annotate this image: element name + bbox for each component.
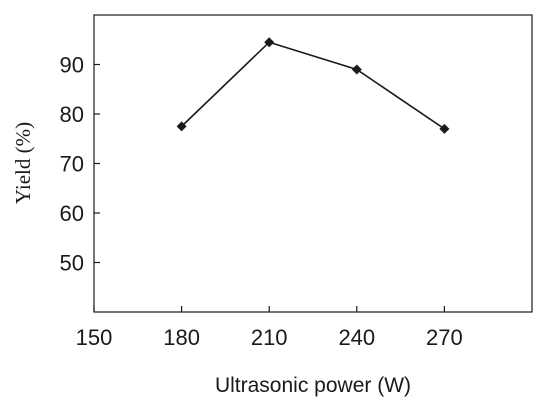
x-tick-label: 270: [426, 325, 463, 350]
plot-frame: [93, 14, 533, 313]
x-axis: 150 180 210 240 270: [76, 306, 463, 350]
x-tick-label: 150: [76, 325, 113, 350]
x-tick-label: 180: [163, 325, 200, 350]
x-axis-title: Ultrasonic power (W): [215, 374, 411, 397]
y-tick-label: 70: [60, 152, 84, 177]
y-tick-label: 80: [60, 102, 84, 127]
x-tick-label: 210: [251, 325, 288, 350]
y-tick-label: 60: [60, 201, 84, 226]
y-axis: 50 60 70 80 90: [60, 53, 100, 276]
data-point-marker: [176, 121, 187, 132]
y-tick-label: 50: [60, 251, 84, 276]
series-line: [181, 41, 445, 130]
data-point-marker: [264, 37, 275, 48]
series-layer: [176, 37, 450, 134]
y-tick-label: 90: [60, 53, 84, 78]
data-point-marker: [351, 64, 362, 75]
y-axis-title: Yield (%): [11, 122, 35, 204]
data-point-marker: [439, 123, 450, 134]
x-tick-label: 240: [338, 325, 375, 350]
